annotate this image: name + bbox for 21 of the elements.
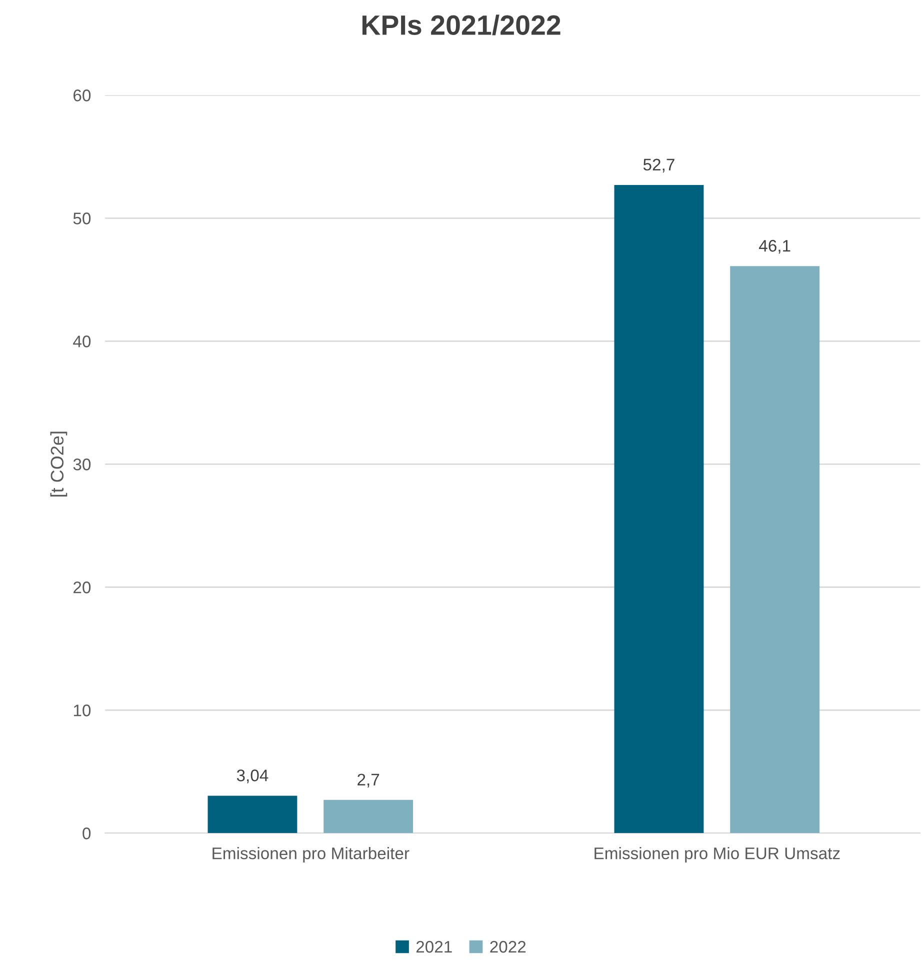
bar — [324, 800, 414, 834]
y-tick-label: 50 — [73, 212, 91, 224]
bar — [208, 796, 298, 834]
data-label: 3,04 — [236, 770, 268, 784]
y-tick-label: 0 — [82, 828, 91, 840]
data-label: 46,1 — [758, 240, 790, 254]
y-tick-label: 60 — [74, 90, 91, 102]
chart-title: KPIs 2021/2022 — [362, 14, 560, 36]
y-axis-title: [t CO2e] — [50, 432, 68, 496]
bar — [614, 184, 704, 834]
data-label: 52,7 — [643, 158, 674, 173]
bar — [730, 266, 820, 834]
y-tick-label: 10 — [74, 704, 91, 716]
data-label: 2,7 — [358, 774, 380, 788]
legend-label: 2021 — [416, 940, 452, 953]
x-tick-label: Emissionen pro Mio EUR Umsatz — [594, 847, 840, 863]
y-tick-label: 30 — [73, 458, 91, 470]
legend-label: 2022 — [490, 940, 526, 953]
y-tick-label: 20 — [74, 582, 91, 594]
y-tick-label: 40 — [73, 336, 91, 348]
x-tick-label: Emissionen pro Mitarbeiter — [212, 847, 410, 863]
